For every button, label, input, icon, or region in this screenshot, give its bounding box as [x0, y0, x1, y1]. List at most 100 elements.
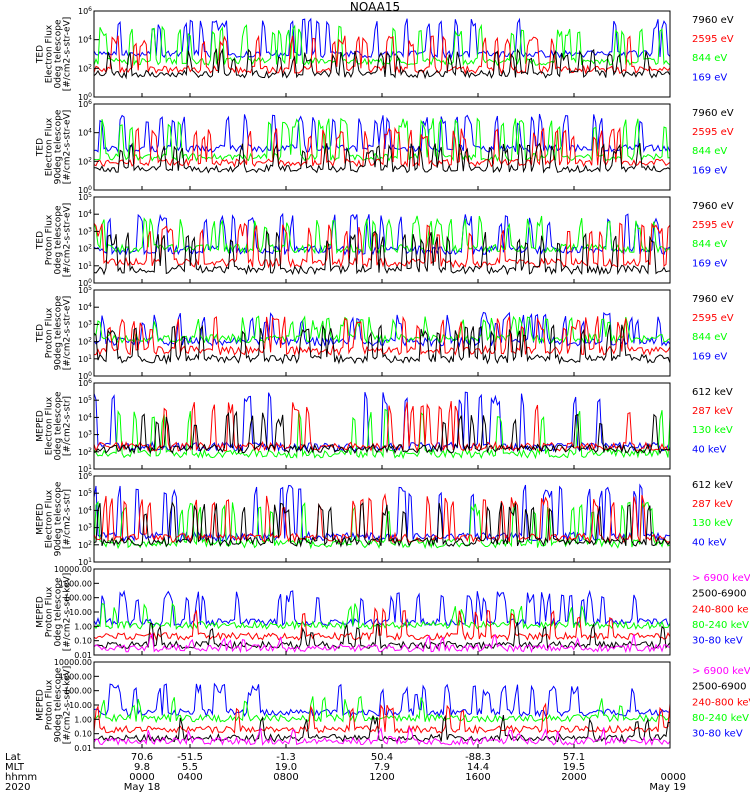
y-tick-label: 102 [78, 156, 92, 166]
trace-7960-ev [93, 230, 671, 276]
legend-entry: 287 keV [692, 499, 733, 510]
legend-entry: > 6900 keV [692, 573, 750, 584]
legend-entry: 80-240 keV [692, 713, 749, 724]
footer-row-label: 2020 [5, 782, 30, 793]
footer-value: 0000 [661, 772, 686, 783]
legend-entry: 7960 eV [692, 108, 734, 119]
y-tick-label: 100 [78, 278, 92, 288]
y-tick-label: 105 [78, 488, 92, 498]
y-tick-label: 103 [78, 319, 92, 329]
footer-row-label: MLT [5, 762, 25, 773]
legend-entry: 130 keV [692, 425, 733, 436]
y-axis-label: TEDProton Flux90deg telescope[#/cm2-s-st… [36, 295, 73, 370]
footer-value: 7.9 [374, 762, 390, 773]
legend-entry: 844 eV [692, 53, 727, 64]
y-tick-label: 103 [78, 430, 92, 440]
trace-30-80-kev [93, 682, 671, 718]
y-tick-label: 106 [78, 6, 92, 16]
y-tick-label: 103 [78, 523, 92, 533]
legend-entry: 40 keV [692, 537, 726, 548]
trace-130-kev [93, 500, 671, 550]
legend-entry: 80-240 keV [692, 620, 749, 631]
panel-7: 0.01 0.10 1.00 10.00 100.00 1000.00 10000.00ME… [36, 565, 750, 660]
y-tick-label: 0.01 [74, 651, 92, 660]
y-tick-label: 102 [78, 244, 92, 254]
legend-entry: 169 eV [692, 72, 727, 83]
footer-value: 14.4 [467, 762, 489, 773]
trace-612-kev [93, 410, 671, 455]
footer-row-label: Lat [5, 752, 21, 763]
legend-entry: 2595 eV [692, 34, 734, 45]
y-tick-label: 100.00 [64, 594, 92, 603]
footer-value: May 19 [649, 782, 686, 793]
y-tick-label: 104 [78, 128, 92, 138]
footer-value: 57.1 [563, 752, 585, 763]
y-tick-label: 1.00 [74, 715, 92, 724]
panel-4: 100 101 102 103 104 105 TEDProton Flux90deg te… [36, 285, 734, 381]
footer-value: May 18 [124, 782, 161, 793]
footer-value: 70.6 [131, 752, 153, 763]
trace-612-kev [93, 501, 671, 548]
legend-entry: 30-80 keV [692, 636, 743, 647]
panel-5: 101 102 103 104 105 106 MEPEDElectron Flux0deg… [36, 378, 733, 474]
footer-value: 1600 [465, 772, 490, 783]
legend-entry: 7960 eV [692, 15, 734, 26]
y-tick-label: 10000.00 [54, 565, 92, 574]
y-tick-label: 106 [78, 378, 92, 388]
y-tick-label: 0.01 [74, 744, 92, 753]
trace-7960-ev [93, 324, 671, 365]
legend-entry: 169 eV [692, 258, 727, 269]
panel-6: 101 102 103 104 105 106 MEPEDElectron Flux90de… [36, 471, 733, 567]
footer-row-label: hhmm [5, 772, 37, 783]
y-tick-label: 10000.00 [54, 658, 92, 667]
trace-130-kev [93, 408, 671, 460]
y-tick-label: 100 [78, 185, 92, 195]
footer-value: -51.5 [177, 752, 203, 763]
y-tick-label: 103 [78, 226, 92, 236]
footer-value: 9.8 [134, 762, 150, 773]
footer-value: 1200 [369, 772, 394, 783]
legend-entry: 7960 eV [692, 294, 734, 305]
trace-80-240-kev [94, 695, 671, 724]
footer-value: 0400 [177, 772, 202, 783]
panel-8: 0.01 0.10 1.00 10.00 100.00 1000.00 10000.00ME… [36, 658, 750, 753]
y-tick-label: 1000.00 [59, 579, 92, 588]
legend-entry: 130 keV [692, 518, 733, 529]
footer-value: -1.3 [276, 752, 296, 763]
trace-240-800-kev [93, 702, 671, 735]
trace-169-ev [93, 212, 671, 256]
y-tick-label: 104 [78, 505, 92, 515]
y-tick-label: 106 [78, 471, 92, 481]
legend-entry: 612 keV [692, 387, 733, 398]
footer-value: 19.0 [275, 762, 297, 773]
y-axis-label: TEDElectron Flux0deg telescope[#/cm2-s-s… [36, 17, 73, 92]
y-axis-label: MEPEDElectron Flux0deg telescope[#/cm2-s… [36, 391, 73, 461]
legend-entry: 40 keV [692, 444, 726, 455]
trace-2595-ev [93, 315, 671, 357]
trace-169-ev [93, 17, 671, 60]
y-tick-label: 101 [78, 464, 92, 474]
y-tick-label: 101 [78, 354, 92, 364]
y-tick-label: 10.00 [69, 608, 92, 617]
y-axis-label: MEPEDProton Flux0deg telescope[#/cm2-s-s… [36, 573, 73, 651]
y-tick-label: 101 [78, 557, 92, 567]
y-tick-label: 105 [78, 395, 92, 405]
legend-entry: > 6900 keV [692, 666, 750, 677]
trace-2595-ev [93, 126, 671, 168]
y-tick-label: 105 [78, 285, 92, 295]
legend-entry: 240-800 ke [692, 604, 749, 615]
panel-3: 100 101 102 103 104 105 TEDProton Flux0deg tel… [36, 192, 734, 288]
y-tick-label: 100.00 [64, 687, 92, 696]
y-tick-label: 100 [78, 371, 92, 381]
trace-2500-6900 [93, 621, 671, 650]
panel-1: 100102104106108TEDElectron Flux0deg tele… [36, 6, 734, 102]
trace-7960-ev [93, 47, 671, 80]
y-axis-label: TEDElectron Flux90deg telescope[#/cm2-s-… [36, 109, 73, 184]
trace-844-ev [93, 117, 671, 162]
legend-entry: 844 eV [692, 239, 727, 250]
legend-entry: 2595 eV [692, 127, 734, 138]
legend-entry: 30-80 keV [692, 729, 743, 740]
footer-value: 2000 [561, 772, 586, 783]
y-tick-label: 106 [78, 99, 92, 109]
trace-844-ev [93, 23, 671, 67]
